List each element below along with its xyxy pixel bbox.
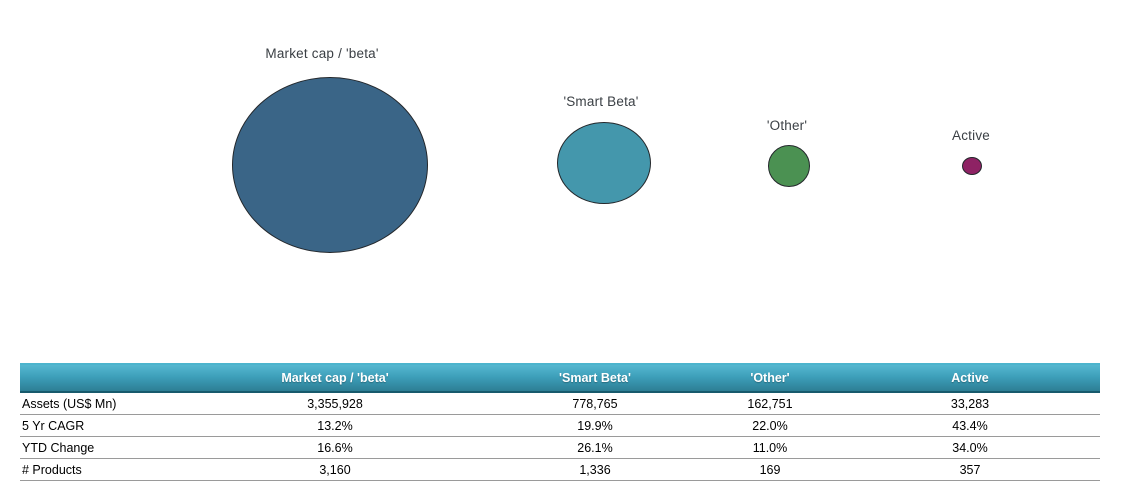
bubble-chart: Market cap / 'beta' 'Smart Beta' 'Other' Ac… [232,46,990,253]
summary-table-header: Market cap / 'beta' 'Smart Beta' 'Other' Ac… [20,363,1100,393]
table-cell: 22.0% [700,414,840,437]
header-cell-smart-beta: 'Smart Beta' [490,363,700,393]
table-cell: 169 [700,458,840,481]
table-cell: 778,765 [490,392,700,415]
bubble-smart-beta [557,122,651,204]
table-cell: 3,160 [180,458,490,481]
header-row: Market cap / 'beta' 'Smart Beta' 'Other' Ac… [20,363,1100,393]
table-row: YTD Change 16.6% 26.1% 11.0% 34.0% [20,436,1100,459]
table-cell: 19.9% [490,414,700,437]
table-row: Assets (US$ Mn) 3,355,928 778,765 162,751 33… [20,392,1100,415]
header-cell-empty [20,363,180,393]
table-cell: 11.0% [700,436,840,459]
header-cell-other: 'Other' [700,363,840,393]
bubble-label-smart-beta: 'Smart Beta' [563,94,639,109]
bubble-label-other: 'Other' [766,118,808,133]
table-cell: 162,751 [700,392,840,415]
table-row: # Products 3,160 1,336 169 357 [20,458,1100,481]
header-cell-active: Active [840,363,1100,393]
table-cell: 33,283 [840,392,1100,415]
table-cell: 16.6% [180,436,490,459]
row-label: Assets (US$ Mn) [20,392,180,415]
bubble-active [962,157,982,175]
table-cell: 34.0% [840,436,1100,459]
bubble-market-cap-beta [232,77,428,253]
summary-table: Market cap / 'beta' 'Smart Beta' 'Other' Ac… [20,363,1100,481]
table-cell: 43.4% [840,414,1100,437]
bubble-other [768,145,810,187]
header-cell-market-cap-beta: Market cap / 'beta' [180,363,490,393]
table-cell: 13.2% [180,414,490,437]
bubble-label-active: Active [952,128,990,143]
table-row: 5 Yr CAGR 13.2% 19.9% 22.0% 43.4% [20,414,1100,437]
row-label: # Products [20,458,180,481]
table-cell: 357 [840,458,1100,481]
bubble-label-market-cap-beta: Market cap / 'beta' [265,46,379,61]
summary-table-body: Assets (US$ Mn) 3,355,928 778,765 162,751 33… [20,392,1100,481]
table-cell: 1,336 [490,458,700,481]
row-label: 5 Yr CAGR [20,414,180,437]
table-cell: 26.1% [490,436,700,459]
table-cell: 3,355,928 [180,392,490,415]
row-label: YTD Change [20,436,180,459]
